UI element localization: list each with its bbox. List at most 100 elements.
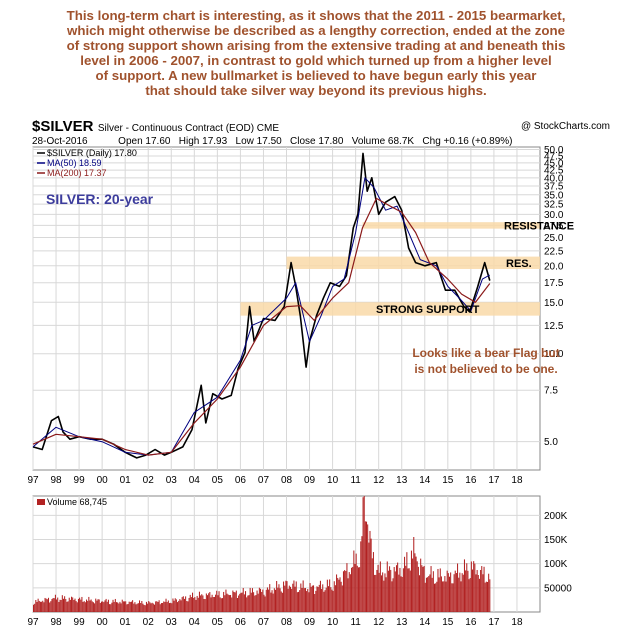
x-tick-label: 97	[27, 617, 39, 628]
volume-bar	[156, 601, 158, 612]
volume-bar	[256, 590, 258, 612]
volume-bar	[115, 602, 118, 612]
volume-bar	[475, 574, 477, 612]
volume-bar	[392, 578, 394, 612]
volume-bar	[460, 581, 462, 612]
volume-bar	[33, 604, 35, 612]
volume-bar	[39, 601, 41, 612]
volume-bar	[378, 572, 380, 612]
volume-bar	[210, 597, 212, 612]
volume-bar	[292, 583, 294, 612]
volume-bar	[266, 587, 268, 612]
volume-bar	[74, 598, 76, 612]
volume-bar	[401, 576, 403, 612]
volume-bar	[157, 601, 159, 612]
volume-bar	[382, 572, 384, 612]
volume-bar	[202, 595, 204, 612]
volume-bar	[316, 586, 318, 612]
volume-bar	[192, 592, 194, 612]
volume-bar	[119, 601, 121, 612]
volume-bar	[313, 585, 315, 612]
volume-bar	[179, 599, 181, 612]
volume-bar	[295, 581, 297, 612]
y-tick-label: 40.0	[544, 173, 564, 184]
commentary-text: This long-term chart is interesting, as …	[20, 8, 612, 98]
volume-bar	[270, 592, 272, 612]
volume-bar	[238, 595, 240, 612]
y-tick-label: 47.5	[544, 152, 564, 163]
contract-description: Silver - Continuous Contract (EOD) CME	[97, 123, 280, 134]
volume-bar	[226, 593, 228, 612]
volume-bar	[314, 594, 316, 612]
volume-bar	[371, 558, 373, 612]
volume-bar	[300, 583, 302, 612]
volume-bar	[379, 561, 381, 612]
x-tick-label: 09	[304, 475, 316, 486]
volume-bar	[106, 601, 108, 612]
volume-bar	[95, 598, 97, 612]
volume-bar	[307, 589, 309, 612]
volume-bar	[240, 592, 242, 612]
legend-swatch	[37, 499, 45, 505]
volume-bar	[478, 578, 480, 612]
volume-bar	[338, 579, 340, 612]
volume-bar	[428, 576, 430, 612]
volume-bar	[469, 578, 471, 612]
volume-bar	[149, 602, 151, 612]
volume-bar	[348, 572, 350, 612]
volume-bar	[107, 599, 109, 612]
volume-bar	[349, 574, 351, 612]
volume-bar	[395, 565, 398, 612]
volume-bar	[488, 573, 490, 612]
volume-bar	[148, 601, 150, 612]
volume-bar	[245, 591, 247, 612]
x-tick-label: 98	[50, 617, 62, 628]
volume-bar	[330, 587, 332, 612]
volume-bar	[86, 599, 88, 612]
volume-bar	[67, 601, 69, 612]
volume-bar	[112, 599, 114, 612]
volume-bar	[389, 566, 391, 612]
band-label: RESISTANCE	[504, 220, 574, 232]
volume-bar	[419, 575, 421, 612]
volume-bar	[217, 595, 219, 612]
y-tick-label: 50000	[544, 583, 572, 594]
y-tick-label: 45.0	[544, 158, 564, 169]
volume-bar	[446, 570, 448, 612]
volume-bar	[104, 600, 106, 612]
volume-bar	[177, 602, 179, 612]
volume-bar	[273, 588, 275, 612]
volume-bar	[218, 591, 220, 612]
volume-bar	[181, 597, 183, 612]
volume-bar	[158, 600, 160, 612]
volume-bar	[132, 600, 134, 612]
volume-bar	[254, 595, 256, 612]
volume-bar	[159, 604, 161, 612]
volume-bar	[380, 575, 383, 612]
volume-bar	[96, 600, 98, 612]
volume-bar	[243, 594, 245, 612]
volume-bar	[465, 570, 467, 612]
volume-bar	[340, 581, 342, 612]
volume-bar	[421, 565, 423, 612]
volume-bar	[405, 565, 407, 612]
volume-bar	[174, 598, 176, 612]
volume-bar	[311, 585, 313, 612]
volume-bar	[302, 580, 304, 612]
volume-bar	[150, 603, 152, 612]
x-tick-label: 17	[488, 617, 500, 628]
volume-bar	[56, 599, 58, 612]
volume-bar	[474, 563, 476, 612]
volume-bar	[386, 561, 388, 612]
y-tick-label: 15.0	[544, 298, 564, 309]
volume-bar	[92, 602, 94, 612]
volume-bar	[246, 597, 248, 612]
volume-bar	[172, 598, 174, 612]
volume-bar	[327, 586, 330, 612]
volume-bar	[430, 566, 432, 612]
x-tick-label: 08	[281, 475, 293, 486]
volume-bar	[353, 550, 355, 612]
volume-bar	[477, 575, 479, 612]
open-value: 17.60	[145, 136, 171, 147]
volume-bar	[470, 561, 472, 612]
